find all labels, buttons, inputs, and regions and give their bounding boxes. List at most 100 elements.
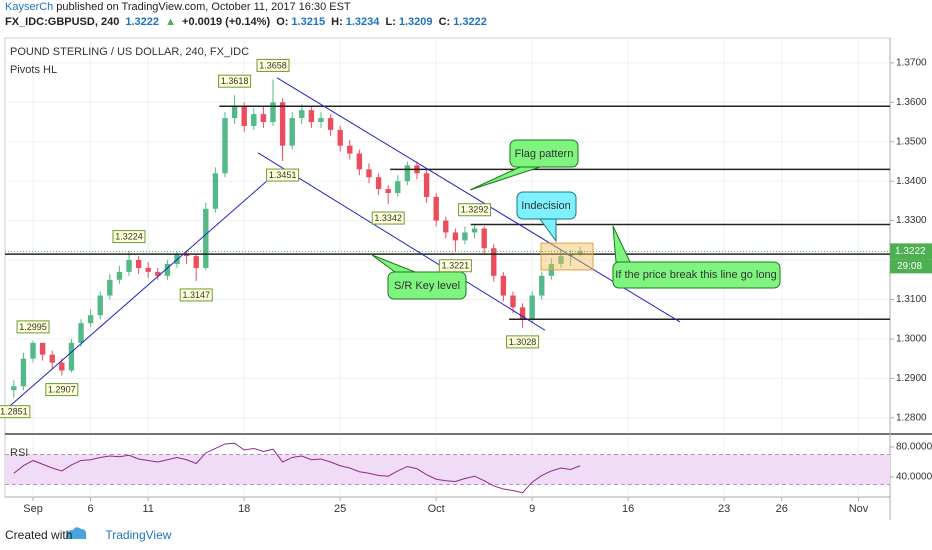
callout bbox=[387, 271, 467, 300]
pivot-label: 1.3221 bbox=[442, 261, 470, 271]
candle-body bbox=[395, 181, 401, 193]
candle-body bbox=[222, 118, 228, 174]
candle-body bbox=[308, 110, 315, 123]
rsi-band bbox=[5, 454, 890, 485]
candle-body bbox=[164, 263, 171, 276]
last-price-tag bbox=[890, 243, 932, 260]
candle-body bbox=[491, 248, 497, 276]
candle-body bbox=[59, 362, 65, 371]
candle-body bbox=[433, 196, 439, 221]
candle-body bbox=[500, 275, 507, 296]
chart-title: POUND STERLING / US DOLLAR, 240, FX_IDC bbox=[10, 46, 249, 58]
pivot-label: 1.2995 bbox=[19, 322, 47, 332]
x-tick-label: 23 bbox=[718, 503, 730, 515]
candle-body bbox=[97, 295, 103, 316]
candle-body bbox=[78, 323, 84, 343]
brand: TradingView bbox=[105, 528, 172, 542]
pivot-box bbox=[112, 230, 146, 244]
candle-body bbox=[279, 102, 286, 146]
callout bbox=[516, 191, 577, 220]
pivot-box bbox=[218, 74, 252, 88]
x-tick-label: 11 bbox=[143, 503, 154, 515]
y-tick-label: 1.3500 bbox=[896, 136, 927, 147]
candle-body bbox=[116, 271, 123, 280]
candle-body bbox=[241, 106, 247, 126]
candle-body bbox=[183, 254, 190, 257]
candle-body bbox=[347, 145, 353, 154]
x-tick-label: Oct bbox=[428, 503, 445, 515]
symbol: FX_IDC:GBPUSD, 240 bbox=[5, 16, 120, 28]
candle-body bbox=[337, 129, 343, 146]
candle-body bbox=[558, 256, 564, 264]
pivot-box bbox=[16, 320, 50, 334]
candle-body bbox=[423, 173, 430, 197]
candle-body bbox=[519, 307, 526, 320]
pivot-label: 1.3658 bbox=[259, 60, 287, 70]
candle-body bbox=[443, 220, 449, 233]
pivot-box bbox=[371, 211, 405, 225]
y-tick-label: 1.3100 bbox=[896, 294, 927, 305]
candle-body bbox=[404, 165, 411, 182]
candle-body bbox=[270, 102, 276, 123]
highlight-box bbox=[540, 242, 594, 271]
pivot-label: 1.3451 bbox=[269, 170, 297, 180]
countdown-label: 29:08 bbox=[897, 261, 922, 272]
candle-body bbox=[107, 279, 113, 296]
candle-body bbox=[471, 228, 478, 233]
x-tick-label: 26 bbox=[776, 503, 788, 515]
x-tick-label: 6 bbox=[88, 503, 94, 515]
candle-body bbox=[260, 114, 267, 123]
indicator-name: Pivots HL bbox=[10, 64, 57, 76]
x-tick-label: Nov bbox=[849, 503, 869, 515]
trendline bbox=[4, 171, 278, 411]
pivot-box bbox=[458, 203, 492, 217]
x-tick-label: 18 bbox=[238, 503, 250, 515]
callout bbox=[509, 139, 579, 168]
candle-body bbox=[462, 232, 468, 241]
candle-body bbox=[11, 386, 17, 391]
y-tick-label: 1.3400 bbox=[896, 176, 927, 187]
candle-body bbox=[39, 342, 46, 355]
candle-body bbox=[251, 114, 257, 126]
candle-body bbox=[481, 228, 487, 249]
candle-body bbox=[539, 275, 545, 296]
y-tick-label: 80.0000 bbox=[896, 442, 932, 453]
pivot-box bbox=[45, 383, 79, 397]
x-tick-label: 16 bbox=[622, 503, 634, 515]
y-tick-label: 1.2800 bbox=[896, 412, 927, 423]
trendline bbox=[257, 152, 546, 331]
y-tick-label: 1.3300 bbox=[896, 215, 927, 226]
y-tick-label: 40.0000 bbox=[896, 472, 932, 483]
callout-text: If the price break this line go long bbox=[615, 269, 776, 281]
y-tick-label: 1.3700 bbox=[896, 57, 927, 68]
price: 1.3222 bbox=[125, 16, 160, 28]
arrow: ▲ bbox=[165, 16, 176, 28]
pivot-label: 1.2907 bbox=[48, 384, 76, 394]
ohlc-label: H: bbox=[331, 16, 343, 28]
pivot-label: 1.2851 bbox=[0, 407, 28, 417]
candle-body bbox=[145, 267, 151, 272]
ohlc-label: O: bbox=[276, 16, 289, 28]
candle-body bbox=[366, 169, 372, 178]
candle-body bbox=[193, 256, 199, 268]
ohlc-value: 1.3222 bbox=[453, 16, 487, 28]
countdown-tag bbox=[890, 259, 932, 274]
candle-body bbox=[529, 295, 535, 320]
candle-body bbox=[577, 251, 583, 255]
footer: Created with TradingView bbox=[5, 528, 174, 542]
pivot-box bbox=[438, 259, 472, 273]
pivot-label: 1.3292 bbox=[461, 205, 489, 215]
pivot-box bbox=[0, 405, 31, 419]
ohlc-value: 1.3215 bbox=[291, 16, 326, 28]
callout-text: S/R Key level bbox=[394, 280, 460, 292]
candle-body bbox=[30, 342, 36, 359]
y-tick-label: 1.3000 bbox=[896, 334, 927, 345]
last-price-label: 1.3222 bbox=[895, 246, 926, 257]
ohlc-label: C: bbox=[438, 16, 451, 28]
pivot-box bbox=[179, 288, 213, 302]
symbol-line: FX_IDC:GBPUSD, 240 1.3222 ▲ +0.0019 (+0.… bbox=[5, 16, 490, 28]
ohlc-value: 1.3234 bbox=[345, 16, 380, 28]
candle-body bbox=[356, 153, 363, 170]
candle-body bbox=[203, 208, 209, 268]
